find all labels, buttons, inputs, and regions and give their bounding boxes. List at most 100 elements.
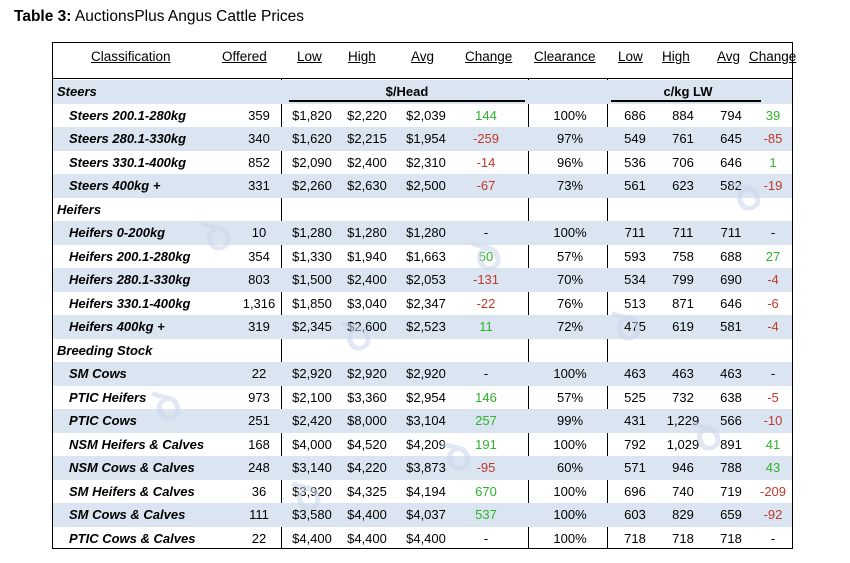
row-label: Heifers 200.1-280kg [69, 248, 191, 264]
cell-offered: 340 [248, 131, 270, 146]
table-row: SM Cows & Calves 111 $3,580 $4,400 $4,037 537… [53, 503, 792, 527]
cell-low: $2,345 [292, 319, 332, 334]
cell-change2: 41 [765, 436, 781, 452]
cell-low2: 534 [624, 272, 646, 287]
cell-avg: $4,037 [406, 507, 446, 522]
cell-change: 537 [475, 507, 497, 522]
cell-clearance: 73% [556, 178, 584, 193]
caption-title: AuctionsPlus Angus Cattle Prices [74, 8, 305, 25]
cell-avg: $3,104 [406, 413, 446, 428]
cell-low2: 686 [624, 107, 646, 123]
row-label: Steers 330.1-400kg [69, 154, 187, 170]
cell-avg: $4,209 [406, 436, 446, 452]
cell-avg: $2,920 [406, 366, 446, 381]
cell-change: 146 [475, 389, 497, 405]
header-low-lw: Low [618, 49, 643, 64]
cell-high: $4,220 [347, 460, 387, 475]
cell-change: - [483, 530, 489, 546]
cell-clearance: 76% [556, 295, 584, 311]
cell-avg2: 711 [720, 225, 742, 240]
unit-head-underline [289, 100, 525, 102]
header-low: Low [297, 49, 322, 64]
cell-change: -259 [472, 131, 500, 146]
cell-change2: -10 [763, 413, 783, 428]
cell-clearance: 100% [553, 436, 587, 452]
cell-clearance: 96% [556, 154, 584, 170]
cell-avg2: 891 [720, 436, 742, 452]
header-offered: Offered [222, 49, 267, 64]
cell-high: $4,400 [347, 507, 387, 522]
cell-low: $2,260 [292, 178, 332, 193]
cell-low2: 549 [624, 131, 646, 146]
header-high-lw: High [662, 49, 690, 64]
table-row: Steers 200.1-280kg 359 $1,820 $2,220 $2,039 1… [53, 104, 792, 128]
cell-low2: 536 [624, 154, 646, 170]
table-row: Heifers 0-200kg 10 $1,280 $1,280 $1,280 - 100%… [53, 221, 792, 245]
group-row: Steers $/Head c/kg LW [53, 80, 792, 104]
cell-avg: $2,523 [406, 319, 446, 334]
unit-head-label: $/Head [385, 84, 429, 99]
row-label: Heifers 400kg + [69, 319, 165, 334]
cell-avg2: 659 [720, 507, 742, 522]
row-label: SM Cows [69, 366, 127, 381]
group-label: Breeding Stock [57, 342, 153, 358]
cell-change2: -92 [763, 507, 783, 522]
cell-offered: 10 [251, 225, 267, 240]
cell-avg2: 582 [720, 178, 742, 193]
cell-change2: -19 [763, 178, 783, 193]
cell-low2: 696 [624, 483, 646, 499]
cell-change2: -4 [767, 272, 779, 287]
cell-change2: -6 [767, 295, 779, 311]
header-clearance: Clearance [534, 49, 596, 64]
cell-avg2: 690 [720, 272, 742, 287]
cell-low: $1,850 [292, 295, 332, 311]
cell-offered: 111 [249, 507, 269, 522]
cell-clearance: 57% [556, 389, 584, 405]
row-label: NSM Cows & Calves [69, 460, 195, 475]
cell-high: $3,360 [347, 389, 387, 405]
cell-high2: 799 [672, 272, 694, 287]
cell-clearance: 100% [553, 530, 587, 546]
cell-low2: 593 [624, 248, 646, 264]
table-row: PTIC Heifers 973 $2,100 $3,360 $2,954 146 57% 5… [53, 386, 792, 410]
row-label: Steers 400kg + [69, 178, 161, 193]
cell-avg2: 646 [720, 295, 742, 311]
cell-clearance: 100% [553, 507, 587, 522]
cell-low2: 603 [624, 507, 646, 522]
cell-offered: 168 [248, 436, 270, 452]
column-divider-offered [281, 78, 282, 548]
cell-high2: 623 [672, 178, 694, 193]
caption-prefix: Table 3: [14, 8, 72, 25]
cell-high2: 761 [672, 131, 694, 146]
cell-offered: 803 [248, 272, 270, 287]
cell-high2: 711 [672, 225, 694, 240]
row-label: PTIC Cows [69, 413, 137, 428]
cell-avg2: 463 [720, 366, 742, 381]
cell-change2: -4 [767, 319, 779, 334]
cell-high2: 463 [672, 366, 694, 381]
cell-avg2: 581 [720, 319, 742, 334]
cell-clearance: 97% [556, 131, 584, 146]
column-divider-lw [607, 78, 608, 548]
cell-avg2: 638 [720, 389, 742, 405]
cell-clearance: 60% [556, 460, 584, 475]
cell-avg2: 788 [720, 460, 742, 475]
table-row: SM Cows 22 $2,920 $2,920 $2,920 - 100% 463 463 46… [53, 362, 792, 386]
header-row: Classification Offered Low High Avg Chan… [53, 43, 796, 73]
cell-low: $4,000 [292, 436, 332, 452]
cell-low: $2,420 [292, 413, 332, 428]
cell-low: $3,140 [292, 460, 332, 475]
cell-high2: 946 [672, 460, 694, 475]
table-caption: Table 3: AuctionsPlus Angus Cattle Price… [14, 8, 304, 26]
cell-change2: - [770, 225, 776, 240]
cell-high2: 1,229 [666, 413, 700, 428]
cell-avg: $2,954 [406, 389, 446, 405]
row-label: PTIC Heifers [69, 389, 147, 405]
cell-clearance: 100% [553, 483, 587, 499]
cell-low2: 513 [624, 295, 646, 311]
cell-offered: 359 [248, 107, 270, 123]
cell-low: $2,920 [292, 366, 332, 381]
cell-low: $2,090 [292, 154, 332, 170]
row-label: SM Cows & Calves [69, 507, 186, 522]
cell-high2: 758 [672, 248, 694, 264]
